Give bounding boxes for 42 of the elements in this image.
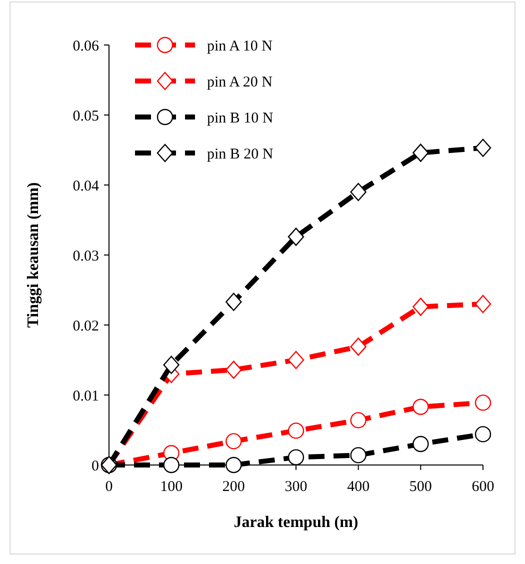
point: [163, 456, 180, 474]
point: [474, 138, 492, 157]
x-tick-label: 600: [472, 479, 494, 495]
point: [350, 182, 366, 202]
y-tick-label: 0.01: [72, 388, 99, 404]
point: [163, 356, 180, 374]
x-tick-label: 0: [105, 479, 113, 495]
legend-label: pin A 10 N: [207, 38, 273, 54]
point: [350, 412, 366, 428]
point: [412, 298, 429, 316]
point: [474, 426, 492, 442]
x-axis-title: Jarak tempuh (m): [234, 514, 358, 531]
y-tick-label: 0.05: [72, 108, 99, 124]
x-tick-label: 500: [409, 479, 432, 495]
point: [350, 447, 366, 464]
point: [288, 449, 304, 466]
point: [412, 436, 429, 452]
x-tick-label: 300: [284, 479, 308, 495]
y-tick-label: 0.06: [72, 38, 100, 54]
point: [288, 350, 304, 370]
y-tick-label: 0.03: [72, 248, 99, 264]
legend-label: pin A 20 N: [207, 74, 273, 90]
x-tick-label: 100: [160, 479, 183, 495]
point: [350, 338, 366, 356]
point: [226, 456, 242, 474]
point: [226, 433, 242, 450]
x-tick-label: 400: [347, 479, 370, 495]
point: [474, 294, 492, 314]
point: [412, 398, 429, 415]
y-tick-label: 0: [92, 458, 99, 474]
y-tick-label: 0.04: [72, 178, 100, 194]
legend-label: pin B 20 N: [207, 146, 274, 162]
y-axis-title: Tinggi keausan (mm): [25, 182, 42, 328]
point: [474, 394, 492, 411]
point: [412, 144, 429, 162]
point: [226, 360, 242, 379]
point: [226, 292, 242, 311]
legend-label: pin B 10 N: [207, 110, 274, 126]
x-tick-label: 200: [222, 479, 245, 495]
y-tick-label: 0.02: [72, 318, 99, 334]
point: [288, 228, 304, 246]
point: [288, 422, 304, 439]
